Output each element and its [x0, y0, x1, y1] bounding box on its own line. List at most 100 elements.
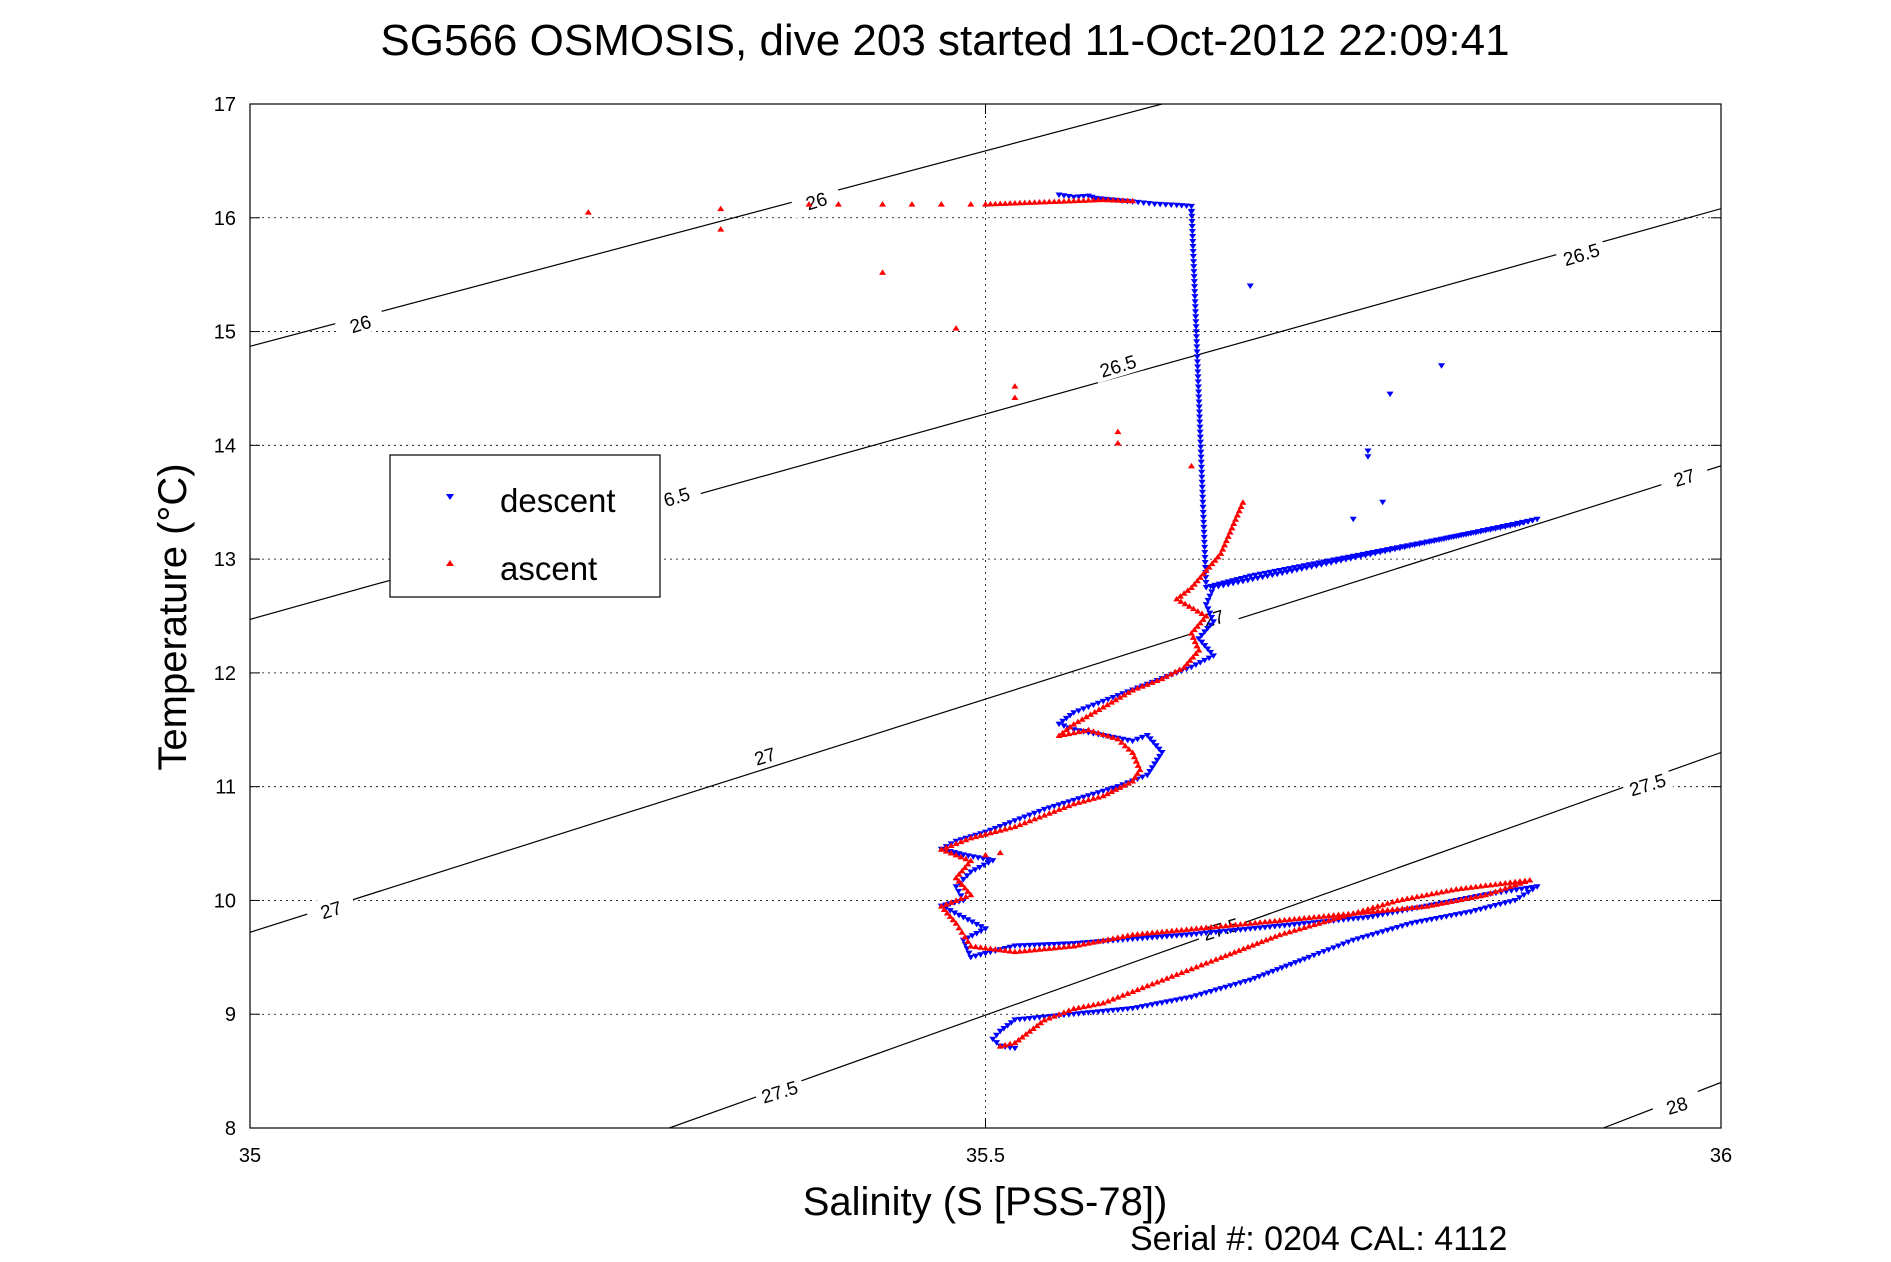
descent-point	[1198, 632, 1206, 639]
ascent-point	[1447, 898, 1455, 904]
ascent-point	[1501, 879, 1509, 886]
x-tick-label: 35.5	[966, 1145, 1005, 1167]
descent-point	[1197, 931, 1205, 937]
ascent-point	[1035, 199, 1043, 205]
descent-point	[1007, 1020, 1015, 1026]
descent-point	[1055, 802, 1063, 808]
descent-point	[1241, 926, 1249, 933]
descent-point	[1148, 935, 1156, 941]
ascent-point	[1011, 948, 1019, 955]
ascent-point	[996, 946, 1004, 953]
descent-point	[1190, 274, 1198, 280]
descent-point	[1195, 389, 1203, 395]
ascent-point	[1438, 900, 1446, 906]
ascent-point	[1190, 626, 1198, 633]
descent-point	[1518, 886, 1526, 893]
ascent-point	[1167, 671, 1175, 677]
ascent-point	[1452, 886, 1460, 892]
ascent-point	[1442, 899, 1450, 905]
descent-point	[1364, 933, 1372, 939]
descent-point	[1200, 529, 1208, 536]
ascent-point	[1207, 958, 1215, 964]
descent-point	[1006, 944, 1014, 951]
descent-point	[1140, 200, 1148, 206]
ascent-point	[1369, 904, 1377, 911]
descent-point	[1099, 788, 1107, 795]
ascent-point	[1369, 908, 1377, 914]
ascent-point	[1344, 910, 1352, 917]
ascent-point	[1256, 919, 1264, 925]
descent-point	[1187, 203, 1195, 210]
descent-point	[955, 912, 963, 919]
descent-point	[1292, 960, 1300, 966]
descent-point	[1143, 732, 1151, 739]
descent-point	[1148, 1002, 1156, 1008]
ascent-point	[1511, 878, 1519, 885]
ascent-point	[1001, 947, 1009, 953]
ascent-point	[1187, 965, 1195, 972]
ascent-point	[1433, 889, 1441, 896]
ascent-point	[1374, 907, 1382, 914]
ascent-point	[1388, 898, 1396, 905]
descent-point	[1070, 1011, 1078, 1018]
ascent-point	[584, 209, 592, 215]
y-tick-label: 16	[214, 208, 236, 230]
ascent-point	[1132, 758, 1140, 764]
descent-point	[1533, 884, 1541, 890]
ascent-point	[1253, 940, 1261, 946]
descent-point	[1201, 544, 1209, 551]
ascent-point	[1276, 917, 1284, 923]
descent-point	[1325, 947, 1333, 953]
ascent-point	[1138, 984, 1146, 991]
ascent-point	[1211, 557, 1219, 563]
ascent-point	[943, 909, 951, 916]
ascent-point	[952, 840, 960, 847]
descent-point	[1197, 459, 1205, 466]
descent-point	[977, 924, 985, 930]
descent-point	[1066, 713, 1074, 719]
ascent-point	[1222, 922, 1230, 929]
descent-point	[1156, 753, 1164, 760]
descent-point	[1188, 223, 1196, 230]
descent-point	[1060, 193, 1068, 199]
ascent-point	[1185, 603, 1193, 609]
descent-point	[1199, 509, 1207, 516]
descent-point	[1196, 429, 1204, 436]
descent-point	[1168, 933, 1176, 940]
ascent-point	[1226, 950, 1234, 957]
ascent-point	[1482, 891, 1490, 898]
descent-point	[1244, 577, 1252, 584]
x-tick-label: 36	[1710, 1145, 1732, 1167]
ascent-point	[1180, 664, 1188, 670]
descent-point	[1190, 279, 1198, 285]
ascent-point	[1055, 944, 1063, 950]
descent-point	[946, 908, 954, 914]
ascent-point	[1190, 605, 1198, 612]
descent-point	[1196, 419, 1204, 426]
ascent-point	[1325, 912, 1333, 919]
ascent-point	[967, 857, 975, 864]
descent-point	[1060, 723, 1068, 729]
descent-point	[1195, 636, 1203, 642]
y-tick-label: 9	[225, 1004, 236, 1026]
descent-point	[1201, 549, 1209, 556]
descent-point	[1268, 572, 1276, 579]
ascent-point	[952, 920, 960, 926]
ascent-point	[1026, 199, 1034, 205]
ascent-point	[1120, 782, 1128, 788]
descent-point	[1263, 573, 1271, 580]
descent-point	[1264, 970, 1272, 977]
descent-point	[1040, 806, 1048, 813]
descent-point	[1134, 199, 1142, 206]
ascent-point	[1393, 897, 1401, 903]
descent-point	[976, 864, 984, 871]
ascent-point	[1104, 196, 1112, 203]
descent-point	[1193, 354, 1201, 360]
descent-point	[1104, 787, 1112, 793]
descent-point	[1026, 812, 1034, 819]
descent-point	[1129, 738, 1137, 745]
descent-point	[1398, 923, 1406, 930]
descent-point	[977, 952, 985, 958]
ascent-point	[1055, 806, 1063, 812]
descent-point	[1210, 585, 1218, 591]
